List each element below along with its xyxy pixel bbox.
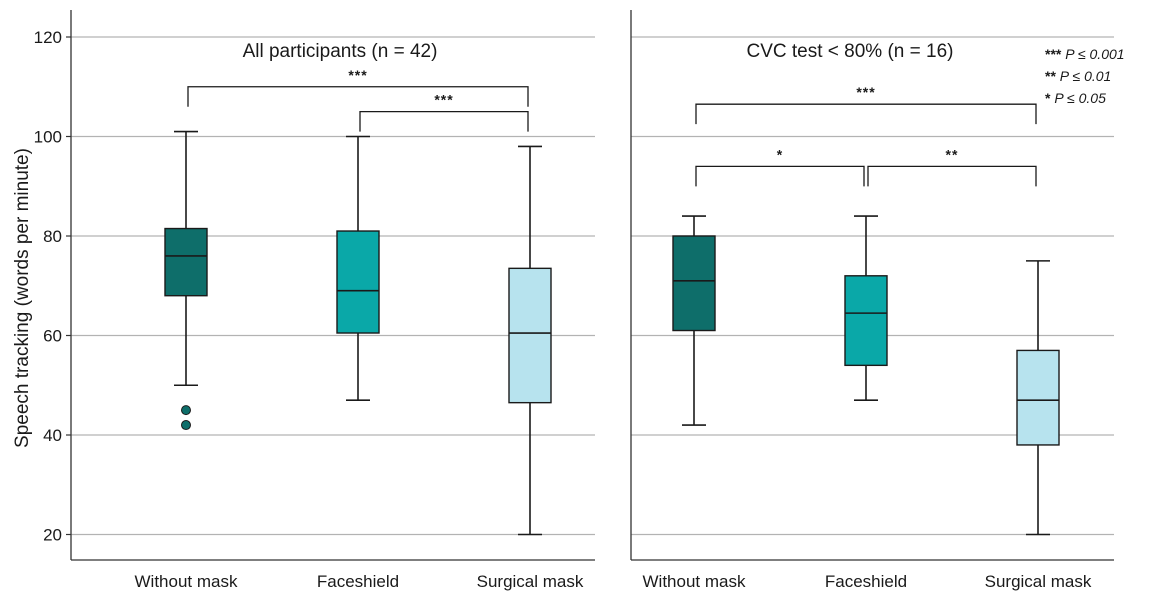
legend-entry: ** P ≤ 0.01 xyxy=(1045,68,1111,84)
box-without-mask xyxy=(672,215,716,426)
panel-title: CVC test < 80% (n = 16) xyxy=(747,41,954,62)
y-tick-label-120: 120 xyxy=(34,28,62,47)
iqr-box xyxy=(508,267,552,404)
significance-stars: *** xyxy=(856,84,875,100)
significance-stars: ** xyxy=(946,146,959,162)
y-tick-label-20: 20 xyxy=(43,526,62,545)
iqr-box xyxy=(164,227,208,297)
bracket-line xyxy=(695,103,1037,125)
significance-legend: *** P ≤ 0.001** P ≤ 0.01* P ≤ 0.05 xyxy=(1045,46,1125,106)
bracket-line xyxy=(187,86,529,107)
y-tick-label-40: 40 xyxy=(43,426,62,445)
significance-bracket: * xyxy=(695,146,865,187)
box-faceshield xyxy=(336,135,380,401)
iqr-box xyxy=(672,235,716,332)
significance-bracket: ** xyxy=(867,146,1037,187)
y-axis-label-group: Speech tracking (words per minute) xyxy=(12,148,33,448)
panel-title: All participants (n = 42) xyxy=(243,41,438,62)
x-tick-label-0: Without mask xyxy=(643,572,746,591)
iqr-box xyxy=(1016,349,1060,446)
significance-bracket: *** xyxy=(695,84,1037,125)
legend-stars: ** xyxy=(1045,68,1060,84)
box-faceshield xyxy=(844,215,888,401)
significance-stars: *** xyxy=(348,67,367,83)
legend-entry: *** P ≤ 0.001 xyxy=(1045,46,1125,62)
legend-threshold: P ≤ 0.05 xyxy=(1054,90,1106,106)
y-axis-label: Speech tracking (words per minute) xyxy=(12,148,33,448)
iqr-box xyxy=(844,275,888,367)
bracket-line xyxy=(359,110,529,132)
box-surgical-mask xyxy=(508,145,552,536)
y-tick-label-100: 100 xyxy=(34,128,62,147)
legend-threshold: P ≤ 0.001 xyxy=(1065,46,1124,62)
x-tick-label-1: Faceshield xyxy=(825,572,907,591)
bracket-line xyxy=(695,165,865,187)
x-tick-label-0: Without mask xyxy=(135,572,238,591)
box-without-mask xyxy=(164,130,208,431)
significance-bracket: *** xyxy=(359,92,529,132)
y-tick-label-80: 80 xyxy=(43,227,62,246)
box-surgical-mask xyxy=(1016,260,1060,536)
x-tick-label-1: Faceshield xyxy=(317,572,399,591)
iqr-box xyxy=(336,230,380,334)
x-tick-label-2: Surgical mask xyxy=(477,572,584,591)
panel-cvc-test: CVC test < 80% (n = 16) Without mask Faces… xyxy=(630,10,1114,591)
legend-threshold: P ≤ 0.01 xyxy=(1060,68,1112,84)
legend-stars: *** xyxy=(1045,46,1065,62)
outlier-point xyxy=(181,405,191,416)
significance-bracket: *** xyxy=(187,67,529,107)
outlier-point xyxy=(181,420,191,431)
y-tick-label-60: 60 xyxy=(43,327,62,346)
panel-all-participants: 20 40 60 80 100 120 All participants (n = 42) W… xyxy=(34,10,595,591)
legend-stars: * xyxy=(1045,90,1054,106)
x-tick-label-2: Surgical mask xyxy=(985,572,1092,591)
bracket-line xyxy=(867,165,1037,187)
legend-entry: * P ≤ 0.05 xyxy=(1045,90,1106,106)
significance-stars: *** xyxy=(434,92,453,108)
significance-stars: * xyxy=(777,146,783,162)
